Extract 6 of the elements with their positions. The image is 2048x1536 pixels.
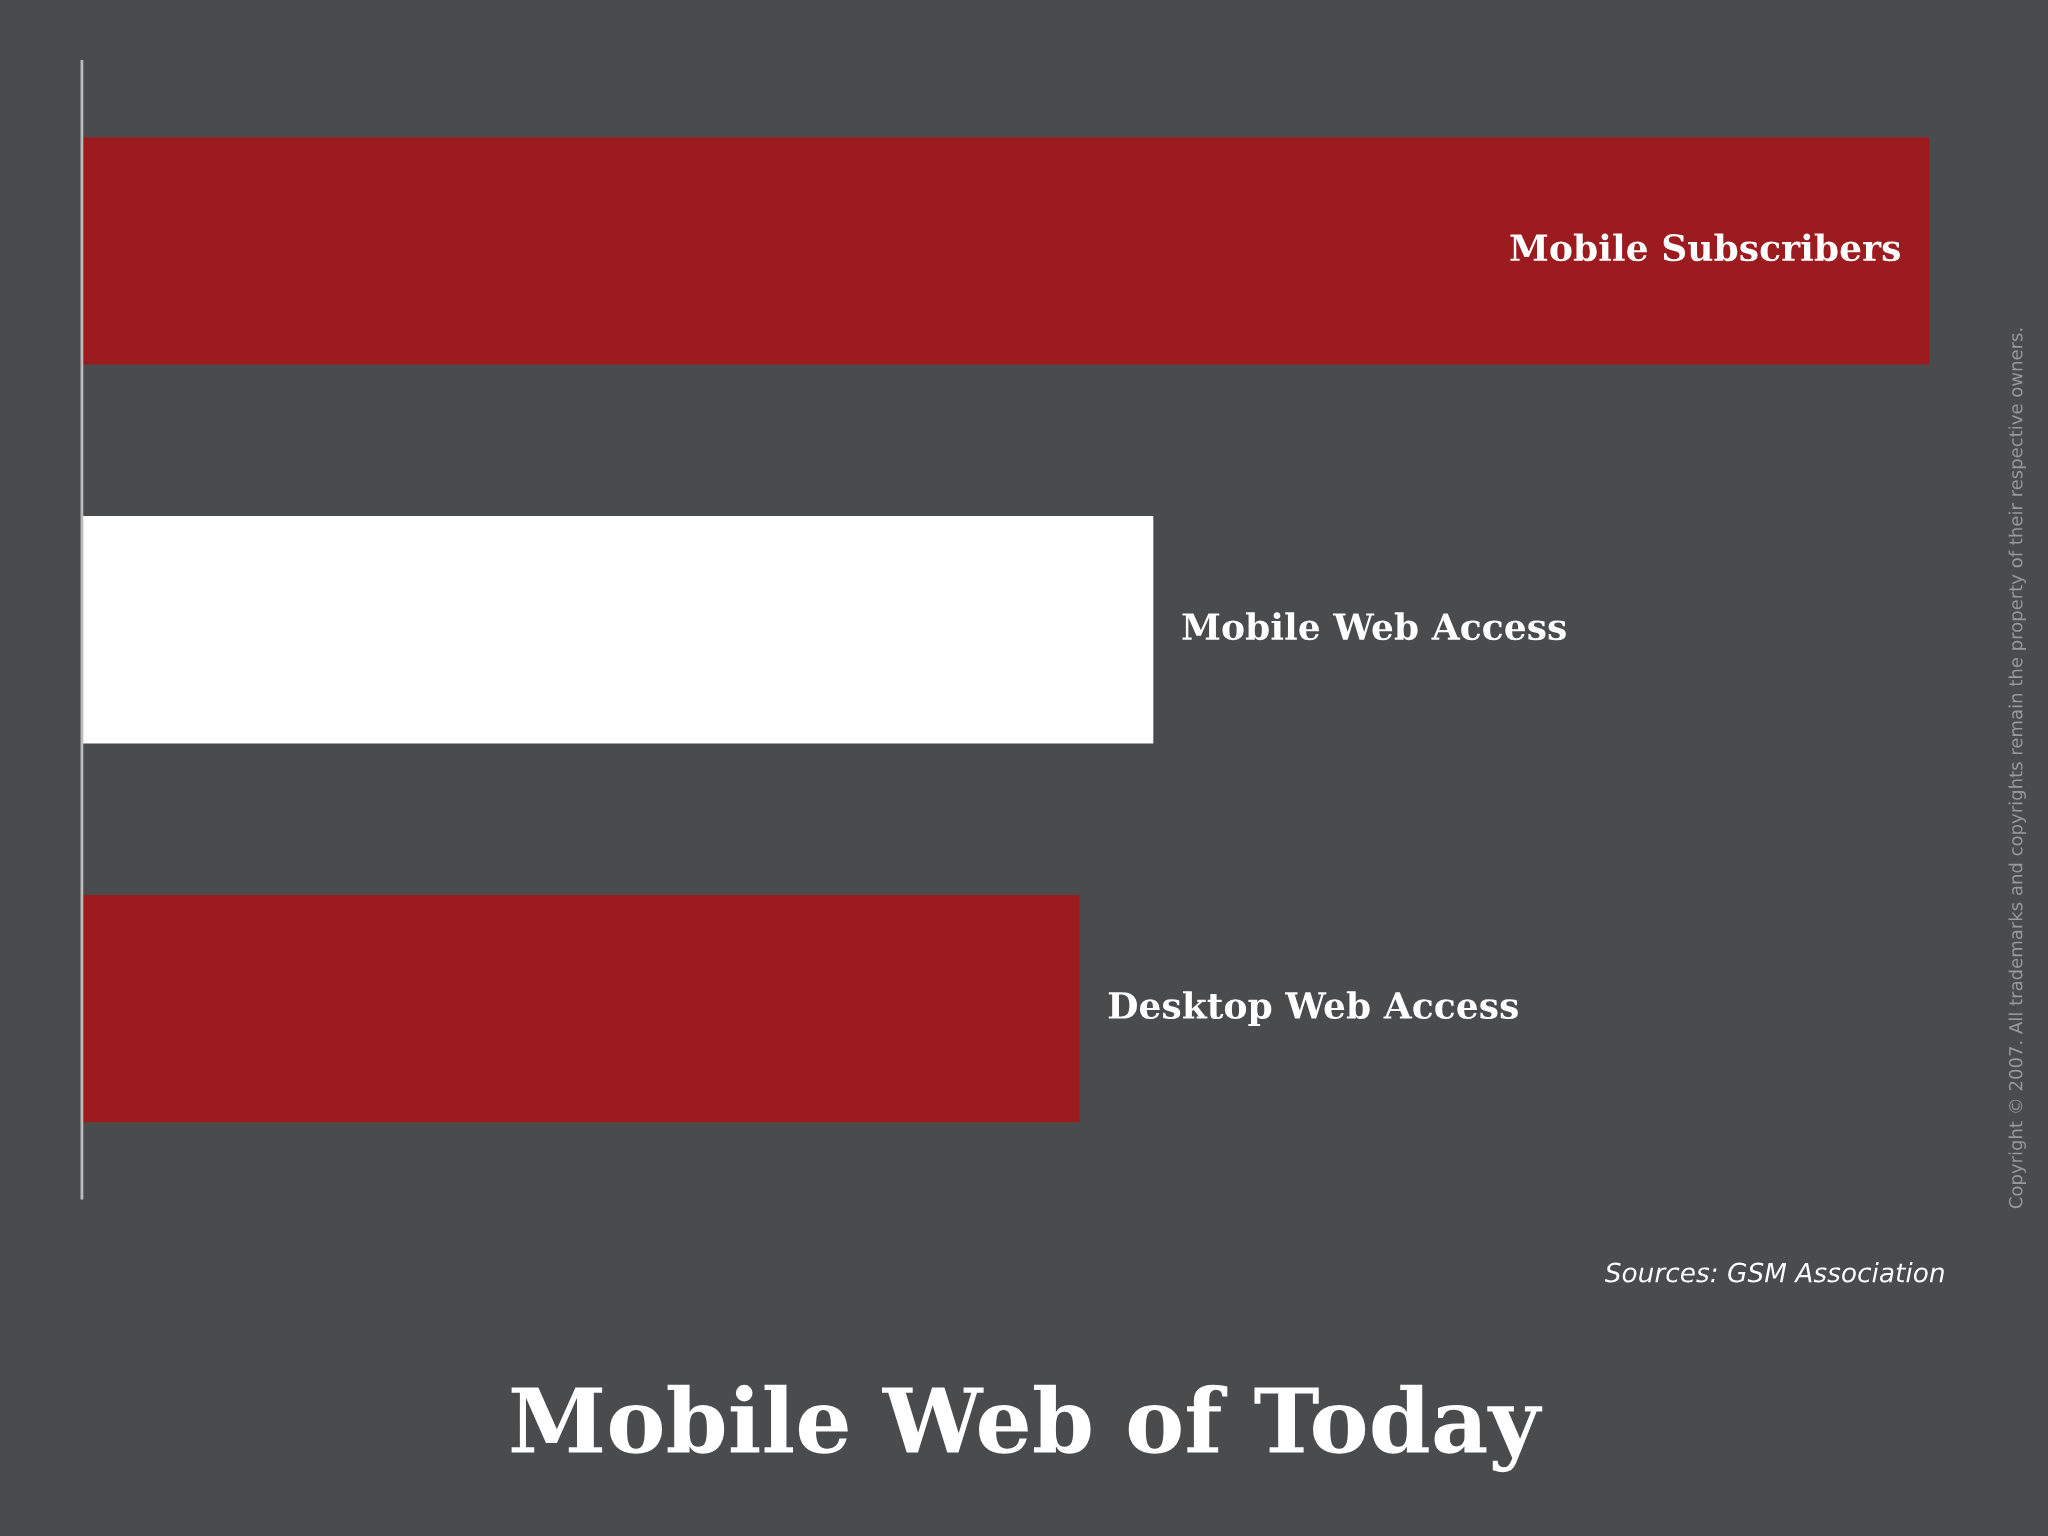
y-tick-label: Desktop Web Access xyxy=(1108,991,1518,1027)
text: Copyright © 2007. All trademarks and copyrights remain the property of their respective owners. xyxy=(2008,328,2027,1209)
y-tick-label: Mobile Web Access xyxy=(1182,612,1566,641)
y-tick-label: Mobile Subscribers xyxy=(1510,233,1900,262)
source-note: Sources: GSM Association xyxy=(1604,1262,1944,1283)
text: Mobile Web of Today xyxy=(511,1384,1543,1473)
